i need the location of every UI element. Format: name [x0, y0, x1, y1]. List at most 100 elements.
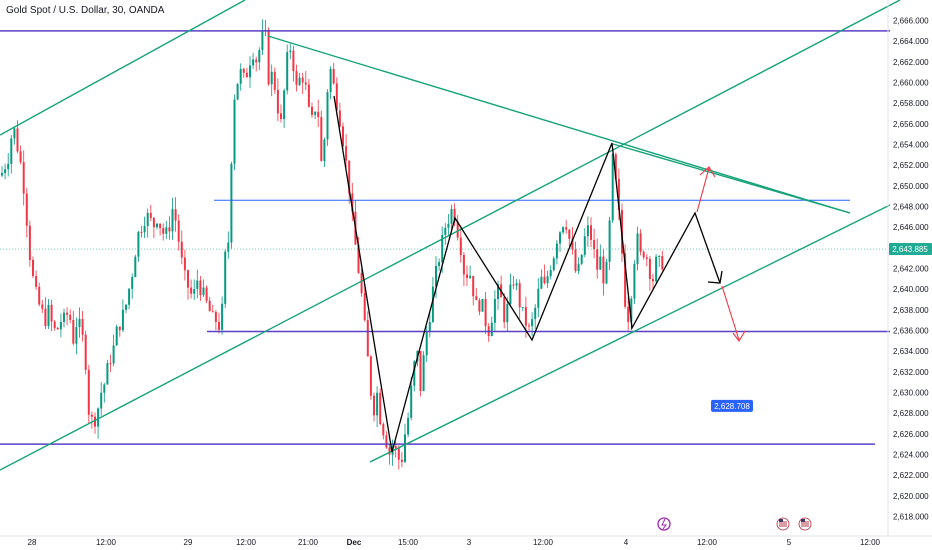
candle-body	[627, 306, 630, 323]
candle-body	[394, 445, 397, 449]
candle-body	[617, 178, 620, 211]
candle-body	[44, 308, 47, 327]
candle-body	[351, 193, 354, 212]
candle-body	[348, 160, 351, 194]
price-axis[interactable]: 2,618.000 2,620.000 2,622.000 2,624.000 2,62…	[887, 0, 929, 536]
candle-body	[453, 208, 456, 222]
candle-body	[90, 414, 93, 417]
candle-body	[75, 327, 78, 344]
candle-body	[72, 319, 75, 344]
time-tick-label: 3	[467, 538, 472, 547]
candle-body	[28, 225, 31, 260]
candle-body	[655, 256, 658, 282]
candle-body	[531, 319, 534, 327]
price-badges: 2,643.885 2,628.708	[711, 243, 932, 412]
event-icons[interactable]	[657, 517, 812, 531]
candle-body	[447, 223, 450, 228]
flag-price-badge	[711, 399, 753, 412]
candle-body	[314, 111, 317, 115]
candle-body	[441, 234, 444, 263]
price-tick-label: 2,634.000	[893, 347, 929, 356]
time-tick-label: Dec	[347, 538, 362, 547]
candle-body	[320, 117, 323, 161]
candle-body	[245, 72, 248, 78]
trend-line	[267, 35, 851, 214]
candle-body	[233, 99, 236, 164]
candle-body	[69, 314, 72, 320]
candle-body	[125, 304, 127, 310]
candle-body	[534, 307, 537, 320]
candle-body	[1, 173, 3, 176]
candle-body	[472, 275, 475, 297]
candle-body	[196, 280, 199, 290]
candle-body	[456, 221, 459, 238]
candle-body	[177, 220, 180, 242]
candle-body	[224, 251, 227, 304]
candle-body	[497, 284, 499, 299]
candle-body	[648, 258, 651, 280]
candle-body	[515, 283, 518, 286]
price-tick-label: 2,620.000	[893, 492, 929, 501]
lightning-icon[interactable]	[657, 517, 671, 531]
candle-body	[227, 242, 230, 252]
candle-body	[431, 286, 434, 322]
candle-body	[490, 322, 493, 337]
candle-body	[397, 448, 400, 460]
price-tick-label: 2,630.000	[893, 389, 929, 398]
candle-body	[286, 52, 289, 91]
candle-body	[599, 256, 602, 270]
candle-body	[450, 208, 453, 224]
time-tick-label: 4	[624, 538, 629, 547]
candle-body	[128, 288, 131, 305]
candle-body	[16, 128, 19, 152]
candlestick-series	[1, 19, 664, 470]
candle-body	[630, 298, 633, 323]
candle-body	[521, 307, 524, 309]
flag-price-label: 2,628.708	[714, 402, 750, 411]
candle-body	[152, 217, 155, 228]
candle-body	[376, 392, 379, 416]
candle-body	[208, 300, 211, 312]
candle-body	[280, 113, 282, 120]
candle-body	[438, 262, 441, 266]
candle-body	[103, 384, 106, 393]
candle-body	[47, 304, 50, 327]
candle-body	[156, 223, 158, 228]
candle-body	[335, 83, 338, 111]
price-tick-label: 2,642.000	[893, 265, 929, 274]
candle-body	[459, 237, 462, 256]
candle-body	[509, 284, 512, 305]
candle-body	[239, 68, 242, 84]
candle-body	[118, 326, 121, 331]
candle-body	[162, 228, 165, 234]
candle-body	[242, 68, 245, 73]
chart-title: Gold Spot / U.S. Dollar, 30, OANDA	[6, 5, 165, 16]
candle-body	[97, 408, 100, 427]
price-tick-label: 2,646.000	[893, 223, 929, 232]
price-tick-label: 2,648.000	[893, 203, 929, 212]
candle-body	[230, 163, 233, 243]
flag-canton	[779, 519, 783, 522]
candle-body	[131, 277, 134, 289]
candle-body	[121, 309, 124, 331]
candle-body	[422, 355, 425, 391]
candle-body	[658, 256, 661, 258]
price-tick-label: 2,660.000	[893, 79, 929, 88]
candle-body	[66, 312, 69, 315]
candle-body	[478, 300, 481, 312]
lightning-glyph	[661, 518, 667, 530]
candle-body	[338, 110, 341, 127]
candle-body	[19, 151, 22, 163]
candle-body	[295, 71, 298, 85]
candle-body	[32, 259, 34, 276]
candle-body	[7, 163, 10, 170]
time-axis[interactable]: 28 12:00 29 12:00 21:00 Dec 15:00 3 12:00 4 12:00 5…	[0, 535, 932, 547]
candle-body	[369, 356, 372, 396]
time-tick-label: 15:00	[398, 538, 419, 547]
candle-body	[183, 257, 186, 271]
candle-body	[134, 256, 137, 278]
candle-body	[645, 257, 648, 259]
candle-body	[407, 417, 410, 435]
candle-body	[205, 287, 208, 301]
